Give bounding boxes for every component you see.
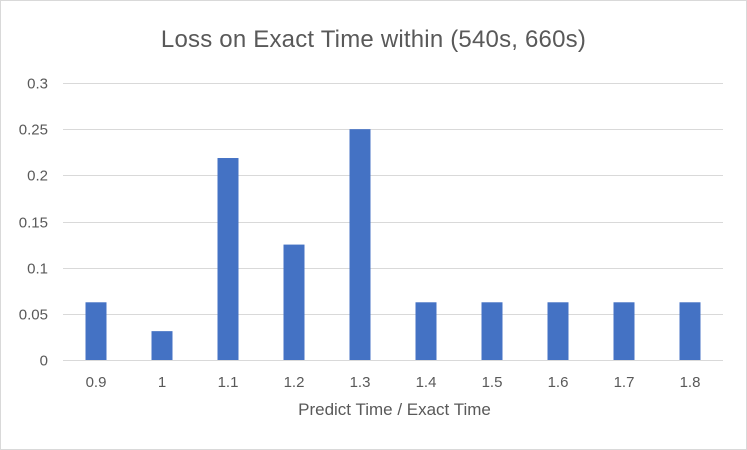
bar xyxy=(349,129,371,360)
y-axis-ticks: 0 0.05 0.1 0.15 0.2 0.25 0.3 xyxy=(19,76,48,370)
bar xyxy=(547,302,569,360)
y-tick-label: 0.3 xyxy=(27,76,48,93)
x-tick-label: 1.6 xyxy=(548,374,569,391)
bar xyxy=(415,302,437,360)
y-tick-label: 0 xyxy=(40,353,48,370)
x-tick-label: 1.7 xyxy=(614,374,635,391)
bar xyxy=(85,302,107,360)
x-axis-label: Predict Time / Exact Time xyxy=(298,400,491,419)
bar xyxy=(481,302,503,360)
x-tick-label: 1.3 xyxy=(350,374,371,391)
bar xyxy=(283,244,305,360)
y-tick-label: 0.05 xyxy=(19,307,48,324)
x-tick-label: 1.5 xyxy=(482,374,503,391)
x-tick-label: 1 xyxy=(158,374,166,391)
bars xyxy=(85,129,701,360)
bar xyxy=(217,158,239,360)
y-tick-label: 0.1 xyxy=(27,261,48,278)
x-tick-label: 1.2 xyxy=(284,374,305,391)
x-tick-label: 1.1 xyxy=(218,374,239,391)
y-tick-label: 0.25 xyxy=(19,122,48,139)
bar xyxy=(613,302,635,360)
x-tick-label: 0.9 xyxy=(86,374,107,391)
x-tick-label: 1.8 xyxy=(680,374,701,391)
y-tick-label: 0.15 xyxy=(19,215,48,232)
y-tick-label: 0.2 xyxy=(27,168,48,185)
x-tick-label: 1.4 xyxy=(416,374,437,391)
gridlines xyxy=(63,83,723,361)
bar xyxy=(679,302,701,360)
bar xyxy=(151,331,173,360)
x-axis-ticks: 0.9 1 1.1 1.2 1.3 1.4 1.5 1.6 1.7 1.8 xyxy=(86,374,701,391)
chart-title: Loss on Exact Time within (540s, 660s) xyxy=(160,26,587,53)
